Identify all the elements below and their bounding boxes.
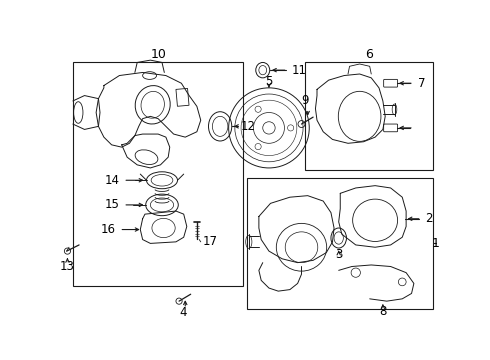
Bar	[176, 89, 189, 106]
Text: 8: 8	[379, 305, 387, 318]
Text: 15: 15	[104, 198, 120, 211]
Text: 10: 10	[150, 48, 166, 61]
Text: 11: 11	[292, 64, 306, 77]
Text: 17: 17	[202, 235, 217, 248]
Text: 2: 2	[425, 212, 433, 225]
Text: 4: 4	[179, 306, 187, 319]
Bar	[73, 62, 244, 286]
Text: 16: 16	[100, 223, 116, 236]
Text: 13: 13	[60, 260, 75, 273]
Text: 6: 6	[365, 48, 373, 61]
Text: 9: 9	[302, 94, 309, 107]
Bar	[305, 62, 433, 170]
Text: 14: 14	[104, 174, 120, 187]
Text: 3: 3	[335, 248, 343, 261]
Text: 7: 7	[418, 77, 425, 90]
Bar	[247, 178, 433, 309]
Text: 5: 5	[265, 75, 272, 88]
Text: 1: 1	[432, 237, 440, 250]
Text: 12: 12	[241, 120, 256, 133]
